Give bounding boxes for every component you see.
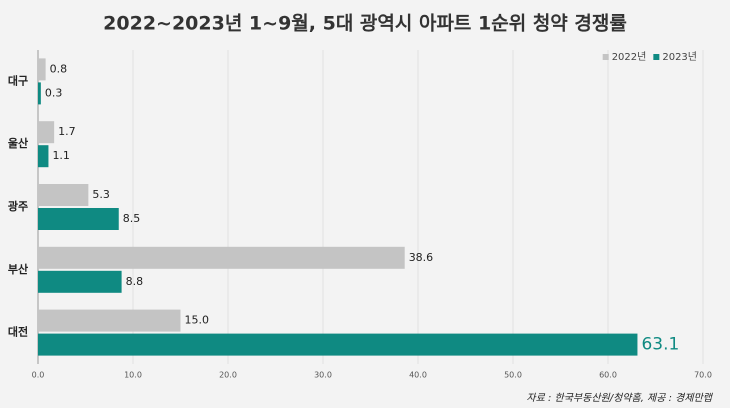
data-label: 38.6 <box>409 251 434 264</box>
x-tick-label: 70.0 <box>694 371 712 380</box>
x-tick-label: 20.0 <box>219 371 237 380</box>
legend-label: 2022년 <box>612 51 647 63</box>
y-tick-label: 대전 <box>8 325 28 339</box>
source-note: 자료 : 한국부동산원/청약홈, 제공 : 경제만랩 <box>526 392 713 404</box>
data-label: 15.0 <box>185 314 210 327</box>
bar <box>38 121 55 144</box>
data-label: 8.8 <box>126 275 144 288</box>
bar <box>38 58 46 81</box>
x-tick-label: 10.0 <box>124 371 142 380</box>
data-label: 0.3 <box>45 86 63 99</box>
legend-swatch <box>653 54 660 60</box>
bar <box>38 270 122 293</box>
bar <box>38 145 49 168</box>
x-tick-label: 60.0 <box>599 371 617 380</box>
data-label: 5.3 <box>92 188 110 201</box>
bar <box>38 82 41 105</box>
y-tick-label: 대구 <box>8 73 28 87</box>
x-tick-label: 40.0 <box>409 371 427 380</box>
bar <box>38 309 181 332</box>
y-tick-label: 광주 <box>8 200 28 213</box>
data-label: 1.7 <box>58 125 76 138</box>
x-tick-label: 30.0 <box>314 371 332 380</box>
x-tick-label: 0.0 <box>32 371 45 380</box>
bar <box>38 184 89 206</box>
bar <box>38 208 119 230</box>
y-tick-label: 부산 <box>8 262 28 276</box>
data-label: 1.1 <box>52 149 69 162</box>
chart-title: 2022~2023년 1~9월, 5대 광역시 아파트 1순위 청약 경쟁률 <box>103 13 627 35</box>
data-label: 0.8 <box>50 62 68 75</box>
legend-swatch <box>602 54 609 60</box>
bar <box>38 333 638 356</box>
bar <box>38 246 405 269</box>
data-label: 8.5 <box>123 212 141 225</box>
legend-label: 2023년 <box>662 51 697 63</box>
x-tick-label: 50.0 <box>504 371 522 380</box>
data-label: 63.1 <box>641 335 679 355</box>
y-tick-label: 울산 <box>8 136 28 150</box>
